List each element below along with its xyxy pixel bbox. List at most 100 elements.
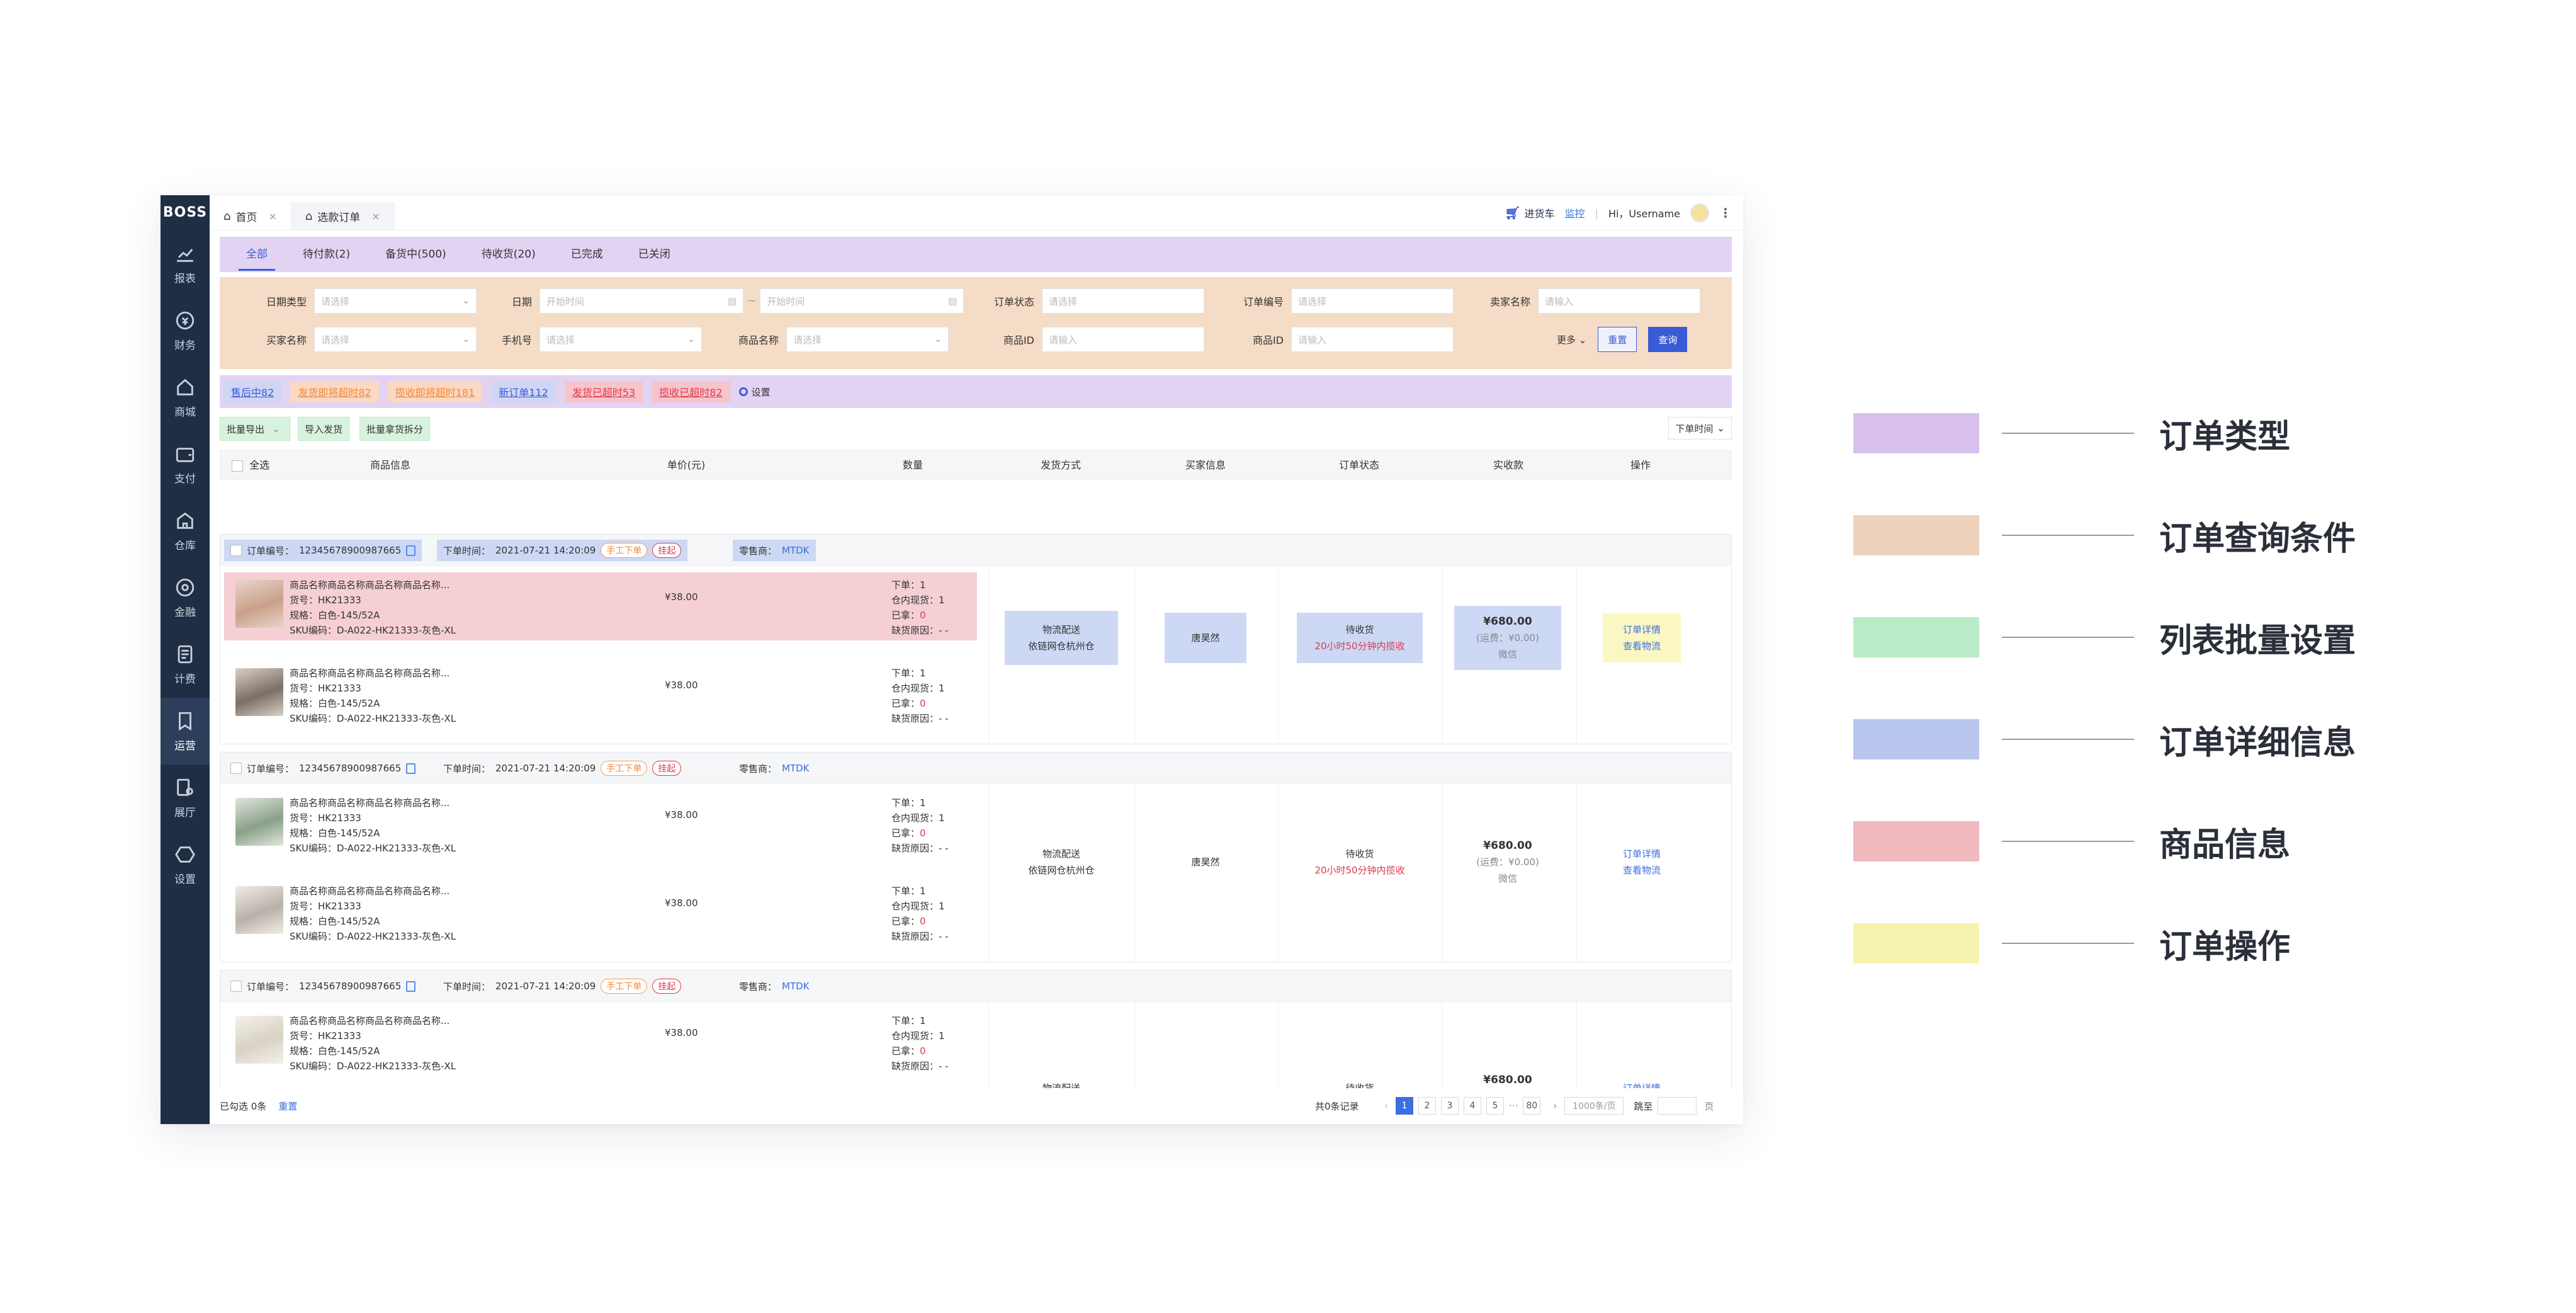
nav-item-finance2[interactable]: 金融 (161, 564, 210, 631)
retailer-link[interactable]: MTDK (782, 545, 810, 556)
jump-page-input[interactable] (1658, 1097, 1697, 1115)
goods-no: 货号：HK21333 (290, 901, 361, 912)
page-button[interactable]: 80 (1523, 1097, 1541, 1115)
close-icon[interactable]: × (371, 210, 380, 222)
order-no-input[interactable]: 请选择 (1291, 288, 1454, 314)
view-logistics-link[interactable]: 查看物流 (1622, 640, 1661, 652)
status-tab-completed[interactable]: 已完成 (570, 248, 603, 261)
product-name[interactable]: 商品名称商品名称商品名称商品名称... (290, 1015, 450, 1026)
legend-connector (2002, 739, 2134, 740)
product-id-input-2[interactable]: 请输入 (1291, 327, 1454, 352)
quick-tag-settings[interactable]: 设置 (738, 385, 771, 399)
order-time-block: 下单时间： 2021-07-21 14:20:09 手工下单 挂起 (437, 975, 687, 997)
batch-split-button[interactable]: 批量拿货拆分 (359, 417, 431, 441)
seller-name-input[interactable]: 请输入 (1538, 288, 1700, 314)
view-logistics-link[interactable]: 查看物流 (1622, 865, 1661, 876)
order-detail-link[interactable]: 订单详情 (1622, 624, 1661, 635)
select-all[interactable]: 全选 (232, 450, 269, 480)
copy-icon[interactable] (406, 763, 416, 774)
nav-item-settings[interactable]: 设置 (161, 831, 210, 898)
batch-export-button[interactable]: 批量导出 ⌄ (220, 417, 290, 441)
sort-select[interactable]: 下单时间 ⌄ (1668, 417, 1732, 440)
nav-item-payment[interactable]: 支付 (161, 431, 210, 497)
status-tab-closed[interactable]: 已关闭 (638, 248, 670, 261)
user-greeting: Hi，Username (1608, 208, 1680, 220)
order-status: 待收货 (1345, 1083, 1374, 1088)
nav-item-showroom[interactable]: 展厅 (161, 764, 210, 831)
checkbox[interactable] (230, 763, 242, 774)
date-start-input[interactable]: 开始时间 ▤ (539, 288, 743, 314)
nav-item-billing[interactable]: 计费 (161, 631, 210, 698)
product-thumbnail[interactable] (235, 1016, 283, 1064)
checkbox[interactable] (232, 460, 243, 472)
date-type-select[interactable]: 请选择 ⌄ (314, 288, 477, 314)
nav-item-report[interactable]: 报表 (161, 230, 210, 297)
query-button[interactable]: 查询 (1648, 327, 1688, 352)
page-button[interactable]: 5 (1486, 1097, 1504, 1115)
order-detail-link[interactable]: 订单详情 (1622, 1083, 1661, 1088)
quick-tag-pickup-timeout[interactable]: 揽收已超时82 (652, 381, 730, 402)
quick-tag-pickup-soon-timeout[interactable]: 揽收即将超时181 (387, 381, 483, 402)
product-thumbnail[interactable] (235, 580, 283, 628)
copy-icon[interactable] (406, 980, 416, 992)
phone-select[interactable]: 请选择 ⌄ (539, 327, 702, 352)
quick-tag-ship-soon-timeout[interactable]: 发货即将超时82 (290, 381, 379, 402)
checkbox[interactable] (230, 545, 242, 556)
product-name[interactable]: 商品名称商品名称商品名称商品名称... (290, 797, 450, 809)
status-tab-unpaid[interactable]: 待付款(2) (303, 248, 351, 261)
page-button[interactable]: 3 (1441, 1097, 1459, 1115)
page-button[interactable]: 2 (1418, 1097, 1436, 1115)
page-button[interactable]: 1 (1396, 1097, 1413, 1115)
avatar[interactable] (1690, 203, 1709, 222)
nav-item-warehouse[interactable]: 仓库 (161, 497, 210, 564)
close-icon[interactable]: × (268, 210, 277, 222)
nav-item-operation[interactable]: 运营 (161, 698, 210, 764)
more-filters-toggle[interactable]: 更多 ⌄ (1557, 333, 1586, 346)
ops-cell: 订单详情查看物流 (1603, 831, 1681, 894)
order-status-select[interactable]: 请选择 (1042, 288, 1204, 314)
product-thumbnail[interactable] (235, 668, 283, 716)
product-thumbnail[interactable] (235, 798, 283, 846)
nav-item-finance[interactable]: 财务 (161, 297, 210, 364)
tab-home[interactable]: ⌂ 首页 × (210, 202, 291, 230)
product-name[interactable]: 商品名称商品名称商品名称商品名称... (290, 885, 450, 897)
checkbox[interactable] (230, 980, 242, 992)
product-id-input-1[interactable]: 请输入 (1042, 327, 1204, 352)
chevron-right-icon[interactable]: › (1553, 1100, 1557, 1111)
tab-order-selection[interactable]: ⌂ 选款订单 × (291, 202, 395, 230)
home-icon: ⌂ (305, 209, 313, 223)
order-detail-link[interactable]: 订单详情 (1622, 848, 1661, 860)
status-tab-receiving[interactable]: 待收货(20) (481, 248, 536, 261)
date-end-input[interactable]: 开始时间 ▤ (760, 288, 964, 314)
chevron-down-icon: ⌄ (687, 334, 695, 344)
product-thumbnail[interactable] (235, 886, 283, 934)
hang-badge[interactable]: 挂起 (652, 761, 682, 776)
product-name-select[interactable]: 请选择 ⌄ (786, 327, 949, 352)
retailer-link[interactable]: MTDK (782, 763, 810, 774)
status-tab-preparing[interactable]: 备货中(500) (385, 248, 446, 261)
quick-tag-after-sale[interactable]: 售后中82 (223, 381, 282, 402)
cart-button[interactable]: 🛒︎ 进货车 (1505, 205, 1554, 220)
page-size-select[interactable]: 1000条/页 (1564, 1097, 1624, 1115)
page-button[interactable]: 4 (1464, 1097, 1481, 1115)
nav-item-mall[interactable]: 商城 (161, 364, 210, 431)
retailer-link[interactable]: MTDK (782, 980, 810, 992)
shop-home-icon (177, 378, 193, 395)
status-tab-all[interactable]: 全部 (229, 237, 285, 272)
product-name[interactable]: 商品名称商品名称商品名称商品名称... (290, 668, 450, 679)
quick-tag-ship-timeout[interactable]: 发货已超时53 (564, 381, 643, 402)
chevron-left-icon[interactable]: ‹ (1384, 1100, 1388, 1111)
more-menu-icon[interactable]: ⋮ (1719, 205, 1732, 220)
product-name[interactable]: 商品名称商品名称商品名称商品名称... (290, 579, 450, 591)
hang-badge[interactable]: 挂起 (652, 979, 682, 994)
import-ship-button[interactable]: 导入发货 (298, 417, 350, 441)
selection-reset-link[interactable]: 重置 (278, 1100, 298, 1112)
brand-logo: BOSS (162, 205, 208, 220)
quick-tag-new-orders[interactable]: 新订单112 (491, 381, 556, 402)
monitor-link[interactable]: 监控 (1564, 208, 1585, 220)
hang-badge[interactable]: 挂起 (652, 543, 682, 558)
buyer-name-select[interactable]: 请选择 ⌄ (314, 327, 477, 352)
copy-icon[interactable] (406, 545, 416, 556)
batch-actions: 批量导出 ⌄ 导入发货 批量拿货拆分 下单时间 ⌄ (220, 417, 1732, 442)
reset-button[interactable]: 重置 (1598, 327, 1637, 352)
